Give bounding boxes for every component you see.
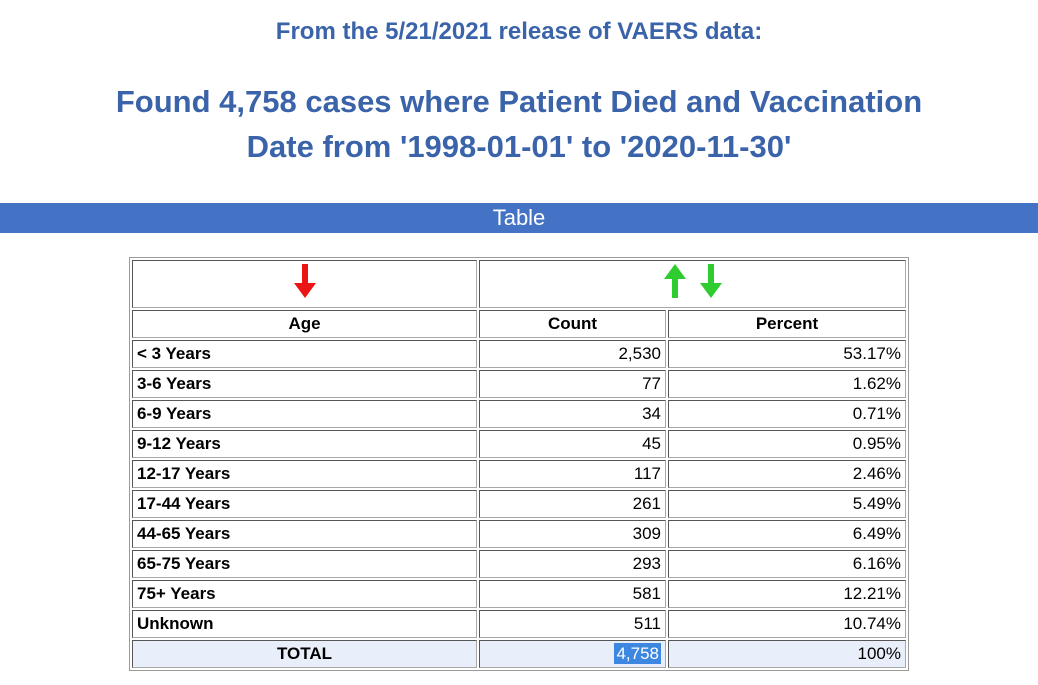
age-value: 3-6 Years <box>132 370 477 398</box>
percent-value: 1.62% <box>668 370 906 398</box>
age-value: < 3 Years <box>132 340 477 368</box>
column-header-percent: Percent <box>668 310 906 338</box>
table-row: 75+ Years 581 12.21% <box>132 580 906 608</box>
percent-value: 6.16% <box>668 550 906 578</box>
table-row: 44-65 Years 309 6.49% <box>132 520 906 548</box>
count-value: 511 <box>479 610 666 638</box>
age-sort-cell[interactable] <box>132 260 477 308</box>
percent-value: 12.21% <box>668 580 906 608</box>
count-value: 2,530 <box>479 340 666 368</box>
table-section-label: Table <box>492 205 546 230</box>
page-title: Found 4,758 cases where Patient Died and… <box>0 79 1038 169</box>
age-value: 17-44 Years <box>132 490 477 518</box>
sort-row <box>132 260 906 308</box>
table-row: 12-17 Years 117 2.46% <box>132 460 906 488</box>
count-value: 309 <box>479 520 666 548</box>
sort-descending-green-arrow-icon[interactable] <box>699 263 723 299</box>
release-note: From the 5/21/2021 release of VAERS data… <box>275 18 763 45</box>
percent-value: 6.49% <box>668 520 906 548</box>
column-header-count: Count <box>479 310 666 338</box>
count-value: 581 <box>479 580 666 608</box>
total-count-selected-text: 4,758 <box>614 643 661 664</box>
age-value: Unknown <box>132 610 477 638</box>
count-value: 293 <box>479 550 666 578</box>
results-table-container: Age Count Percent < 3 Years 2,530 53.17%… <box>0 257 1038 671</box>
sort-descending-red-arrow-icon[interactable] <box>293 263 317 299</box>
total-percent-cell: 100% <box>668 640 906 668</box>
table-row: 17-44 Years 261 5.49% <box>132 490 906 518</box>
percent-value: 0.95% <box>668 430 906 458</box>
table-row: 9-12 Years 45 0.95% <box>132 430 906 458</box>
table-row: 3-6 Years 77 1.62% <box>132 370 906 398</box>
table-row: 6-9 Years 34 0.71% <box>132 400 906 428</box>
count-value: 261 <box>479 490 666 518</box>
percent-value: 53.17% <box>668 340 906 368</box>
age-value: 6-9 Years <box>132 400 477 428</box>
page-title-line2: Date from '1998-01-01' to '2020-11-30' <box>246 129 792 164</box>
total-row: TOTAL 4,758 100% <box>132 640 906 668</box>
results-table: Age Count Percent < 3 Years 2,530 53.17%… <box>129 257 909 671</box>
table-section-bar: Table <box>0 203 1038 233</box>
count-value: 45 <box>479 430 666 458</box>
total-label: TOTAL <box>132 640 477 668</box>
age-value: 75+ Years <box>132 580 477 608</box>
header-row: Age Count Percent <box>132 310 906 338</box>
age-value: 44-65 Years <box>132 520 477 548</box>
percent-value: 5.49% <box>668 490 906 518</box>
count-sort-cell[interactable] <box>479 260 906 308</box>
page-title-line1: Found 4,758 cases where Patient Died and… <box>115 84 923 119</box>
table-row: Unknown 511 10.74% <box>132 610 906 638</box>
sort-ascending-green-arrow-icon[interactable] <box>663 263 687 299</box>
count-value: 77 <box>479 370 666 398</box>
column-header-age: Age <box>132 310 477 338</box>
age-value: 12-17 Years <box>132 460 477 488</box>
percent-value: 2.46% <box>668 460 906 488</box>
percent-value: 0.71% <box>668 400 906 428</box>
count-value: 34 <box>479 400 666 428</box>
age-value: 9-12 Years <box>132 430 477 458</box>
count-value: 117 <box>479 460 666 488</box>
table-row: < 3 Years 2,530 53.17% <box>132 340 906 368</box>
percent-value: 10.74% <box>668 610 906 638</box>
total-count-cell: 4,758 <box>479 640 666 668</box>
table-row: 65-75 Years 293 6.16% <box>132 550 906 578</box>
age-value: 65-75 Years <box>132 550 477 578</box>
